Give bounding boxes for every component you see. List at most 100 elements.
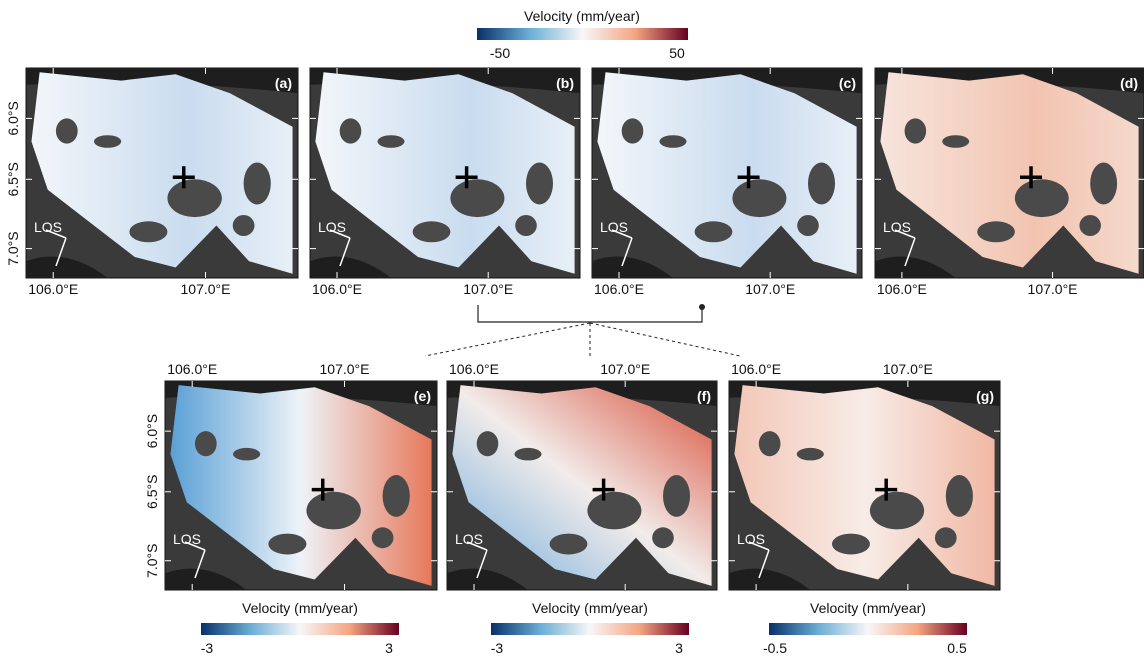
no-data	[268, 533, 307, 555]
no-data	[515, 215, 537, 236]
map-panel: (d) LOS 106.0°E 107.0°E	[874, 67, 1144, 297]
colorbar	[477, 28, 688, 40]
sea	[729, 568, 811, 590]
no-data	[732, 179, 787, 218]
colorbar	[491, 623, 689, 635]
velocity-area	[880, 72, 1139, 274]
no-data	[904, 118, 927, 144]
no-data	[758, 431, 781, 457]
velocity-area	[31, 72, 293, 274]
no-data	[831, 533, 870, 555]
colorbar-max: 3	[675, 640, 683, 656]
no-data	[587, 491, 642, 530]
no-data	[412, 221, 451, 243]
no-data	[663, 475, 690, 517]
velocity-area	[170, 385, 432, 586]
no-data	[694, 221, 733, 243]
no-data	[869, 491, 925, 530]
colorbar-min: -3	[201, 640, 214, 656]
reference-cross	[311, 478, 334, 501]
no-data	[652, 527, 674, 549]
los-arrow	[894, 229, 916, 267]
velocity-area	[734, 385, 995, 586]
no-data	[526, 162, 553, 205]
map-panel: (a) LOS 106.0°E 107.0°E 6.0°S 6.5°S 7.0°S	[5, 67, 299, 297]
colorbar-min: -0.5	[763, 640, 787, 656]
no-data	[306, 491, 361, 530]
los-arrow	[466, 541, 488, 579]
no-data	[194, 431, 217, 457]
colorbar	[201, 623, 399, 635]
sea	[310, 256, 391, 278]
lon-label: 106.0°E	[312, 281, 362, 297]
no-data	[382, 475, 410, 517]
reference-cross	[455, 166, 478, 189]
bracket	[477, 305, 703, 323]
lat-label: 7.0°S	[144, 544, 160, 578]
no-data	[942, 135, 970, 148]
panel-label: (d)	[1120, 75, 1138, 91]
panel-label: (e)	[414, 388, 431, 404]
los-label: LOS	[455, 531, 483, 547]
colorbar	[769, 623, 967, 635]
reference-cross	[172, 166, 195, 189]
colorbar-max: 3	[385, 640, 393, 656]
panel-label: (f)	[697, 388, 711, 404]
no-data	[1014, 179, 1069, 218]
sea	[875, 256, 956, 278]
no-data	[621, 118, 644, 144]
colorbar-title: Velocity (mm/year)	[524, 8, 640, 24]
los-label: LOS	[883, 219, 911, 235]
lon-label: 106.0°E	[731, 361, 781, 377]
los-label: LOS	[318, 219, 346, 235]
los-arrow	[184, 541, 206, 579]
los-label: LOS	[737, 531, 765, 547]
lat-label: 6.0°S	[5, 101, 21, 135]
no-data	[1090, 162, 1118, 205]
los-arrow	[329, 229, 351, 267]
no-data	[55, 118, 78, 144]
no-data	[129, 221, 168, 243]
sea	[26, 256, 108, 278]
no-data	[243, 162, 271, 205]
reference-cross	[1020, 166, 1043, 189]
lat-label: 6.5°S	[5, 162, 21, 196]
sea	[592, 256, 673, 278]
lon-label: 107.0°E	[181, 281, 231, 297]
no-data	[339, 118, 362, 144]
reference-cross	[592, 478, 615, 501]
colorbar-min: -50	[490, 45, 510, 61]
no-data	[233, 447, 261, 461]
lon-label: 107.0°E	[745, 281, 795, 297]
panel-label: (g)	[976, 388, 994, 404]
map-panel: (e) LOS 106.0°E 107.0°E 6.0°S 6.5°S 7.0°S	[144, 361, 438, 591]
los-arrow	[748, 541, 770, 579]
no-data	[808, 162, 835, 205]
lat-label: 6.5°S	[144, 475, 160, 509]
lon-label: 106.0°E	[877, 281, 927, 297]
panel-label: (c)	[839, 75, 856, 91]
no-data	[476, 431, 499, 457]
velocity-area	[597, 72, 857, 274]
no-data	[514, 447, 542, 461]
panel-label: (a)	[275, 75, 292, 91]
los-label: LOS	[173, 531, 201, 547]
no-data	[934, 527, 957, 549]
no-data	[167, 179, 222, 218]
los-arrow	[45, 229, 67, 267]
no-data	[977, 221, 1015, 243]
lon-label: 107.0°E	[320, 361, 370, 377]
no-data	[659, 135, 687, 148]
map-panel: (b) LOS 106.0°E 107.0°E	[309, 67, 581, 297]
no-data	[94, 135, 122, 148]
map-panel: (c) LOS 106.0°E 107.0°E	[591, 67, 863, 297]
sea	[165, 568, 247, 590]
lon-label: 106.0°E	[449, 361, 499, 377]
lon-label: 106.0°E	[28, 281, 78, 297]
no-data	[377, 135, 405, 148]
los-label: LOS	[34, 219, 62, 235]
map-panel: (g) LOS 106.0°E 107.0°E	[728, 361, 1001, 591]
no-data	[797, 215, 819, 236]
lon-label: 107.0°E	[600, 361, 650, 377]
